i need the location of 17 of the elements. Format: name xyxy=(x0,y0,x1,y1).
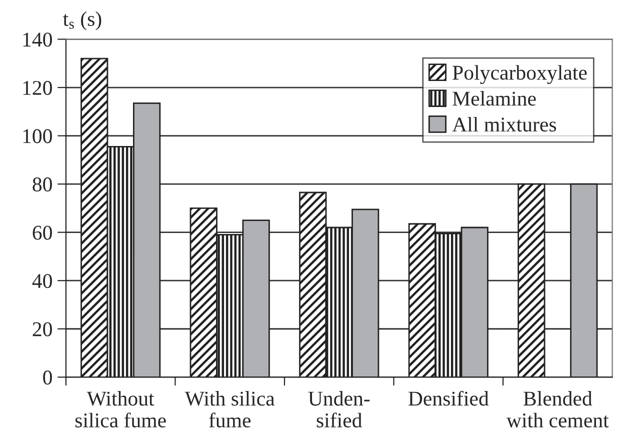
y-tick-label: 60 xyxy=(32,226,52,240)
y-axis-title: t$_{s}$ (s) xyxy=(63,11,102,30)
x-tick-label: Densified xyxy=(408,390,489,406)
y-tick-label: 120 xyxy=(23,80,52,95)
x-tick-label: Without silica fume xyxy=(75,391,166,428)
x-tick-label: Unden- sified xyxy=(308,391,370,428)
y-tick-label: 40 xyxy=(32,274,52,288)
y-tick-label: 80 xyxy=(32,177,52,192)
legend-label: All mixtures xyxy=(452,116,556,132)
y-tick-label: 140 xyxy=(23,32,52,47)
legend-label: Polycarboxylate xyxy=(452,65,587,84)
x-tick-label: With silica fume xyxy=(184,391,275,428)
y-tick-label: 20 xyxy=(32,322,52,336)
x-tick-label: Blended with cement xyxy=(506,391,609,428)
y-tick-label: 100 xyxy=(23,129,52,144)
legend-label: Melamine xyxy=(452,91,536,106)
y-tick-label: 0 xyxy=(43,370,52,385)
